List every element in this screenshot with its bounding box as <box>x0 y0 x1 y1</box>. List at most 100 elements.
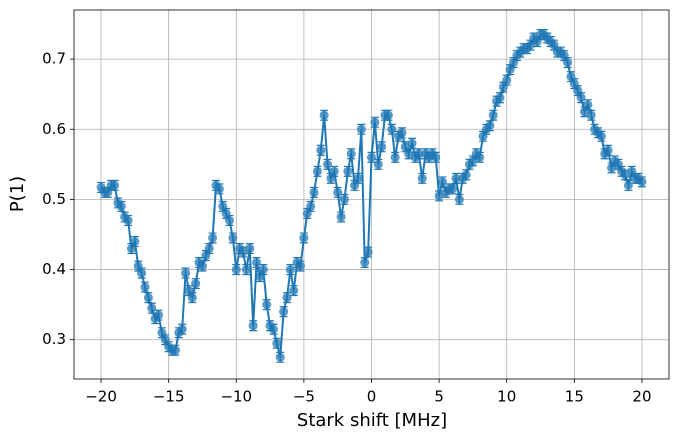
marker <box>137 268 147 278</box>
x-tick-label: −10 <box>220 388 252 406</box>
plot-frame <box>73 9 670 380</box>
marker <box>316 145 326 155</box>
marker <box>576 93 586 103</box>
marker <box>170 345 180 355</box>
x-tick-label: −5 <box>293 388 315 406</box>
marker <box>245 244 255 254</box>
marker <box>454 194 464 204</box>
y-axis-label: P(1) <box>7 176 28 212</box>
y-tick-label: 0.4 <box>42 260 66 278</box>
marker <box>187 293 197 303</box>
marker <box>262 300 272 310</box>
marker <box>329 166 339 176</box>
marker <box>279 307 289 317</box>
x-tick-label: 15 <box>565 388 584 406</box>
marker <box>191 279 201 289</box>
marker <box>373 159 383 169</box>
marker <box>177 324 187 334</box>
x-tick-label: −20 <box>85 388 117 406</box>
marker <box>208 233 218 243</box>
y-tick-label: 0.6 <box>42 120 66 138</box>
marker <box>461 170 471 180</box>
marker <box>309 187 319 197</box>
marker <box>583 100 593 110</box>
marker <box>488 110 498 120</box>
y-tick-label: 0.3 <box>42 330 66 348</box>
x-tick-label: 0 <box>367 388 377 406</box>
marker <box>353 173 363 183</box>
marker <box>333 187 343 197</box>
marker <box>485 121 495 131</box>
marker <box>214 184 224 194</box>
marker <box>377 142 387 152</box>
marker <box>367 152 376 162</box>
marker <box>231 265 241 275</box>
marker <box>319 110 329 120</box>
x-tick-label: 5 <box>434 388 444 406</box>
marker <box>437 177 447 187</box>
marker <box>197 261 207 271</box>
marker <box>140 282 150 292</box>
marker <box>123 215 133 225</box>
marker <box>502 75 512 85</box>
marker <box>390 152 400 162</box>
marker <box>623 180 633 190</box>
marker <box>563 58 573 68</box>
marker <box>275 352 285 362</box>
marker <box>586 110 596 120</box>
marker <box>312 166 322 176</box>
marker <box>339 194 349 204</box>
marker <box>204 244 214 254</box>
marker <box>285 265 295 275</box>
marker <box>603 145 613 155</box>
marker <box>343 166 353 176</box>
marker <box>431 152 441 162</box>
marker <box>360 258 370 268</box>
marker <box>296 261 306 271</box>
marker <box>370 117 380 127</box>
marker <box>620 170 630 180</box>
marker <box>363 247 373 257</box>
marker <box>387 124 397 134</box>
marker <box>238 247 248 257</box>
x-axis-label: Stark shift [MHz] <box>297 410 447 431</box>
marker <box>181 268 191 278</box>
marker <box>448 184 458 194</box>
marker <box>475 152 485 162</box>
marker <box>417 173 427 183</box>
marker <box>346 149 356 159</box>
marker <box>241 265 251 275</box>
marker <box>397 128 407 138</box>
marker <box>272 338 282 348</box>
marker <box>252 258 262 268</box>
marker <box>451 173 461 183</box>
x-tick-label: 20 <box>632 388 651 406</box>
marker <box>596 131 606 141</box>
y-tick-label: 0.5 <box>42 190 66 208</box>
marker <box>414 149 424 159</box>
marker <box>130 237 140 247</box>
marker <box>383 110 393 120</box>
marker <box>299 233 309 243</box>
marker <box>116 201 126 211</box>
marker <box>407 138 417 148</box>
marker <box>282 293 292 303</box>
marker <box>356 124 366 134</box>
marker <box>434 191 444 201</box>
marker <box>268 324 278 334</box>
marker <box>323 159 333 169</box>
marker <box>336 212 346 222</box>
marker <box>154 310 164 320</box>
marker <box>306 201 316 211</box>
marker <box>404 149 414 159</box>
x-tick-label: −15 <box>153 388 185 406</box>
marker <box>143 293 153 303</box>
marker <box>637 177 647 187</box>
marker <box>147 303 157 313</box>
y-tick-label: 0.7 <box>42 50 66 68</box>
marker <box>258 265 268 275</box>
marker <box>228 233 238 243</box>
marker <box>248 321 258 331</box>
